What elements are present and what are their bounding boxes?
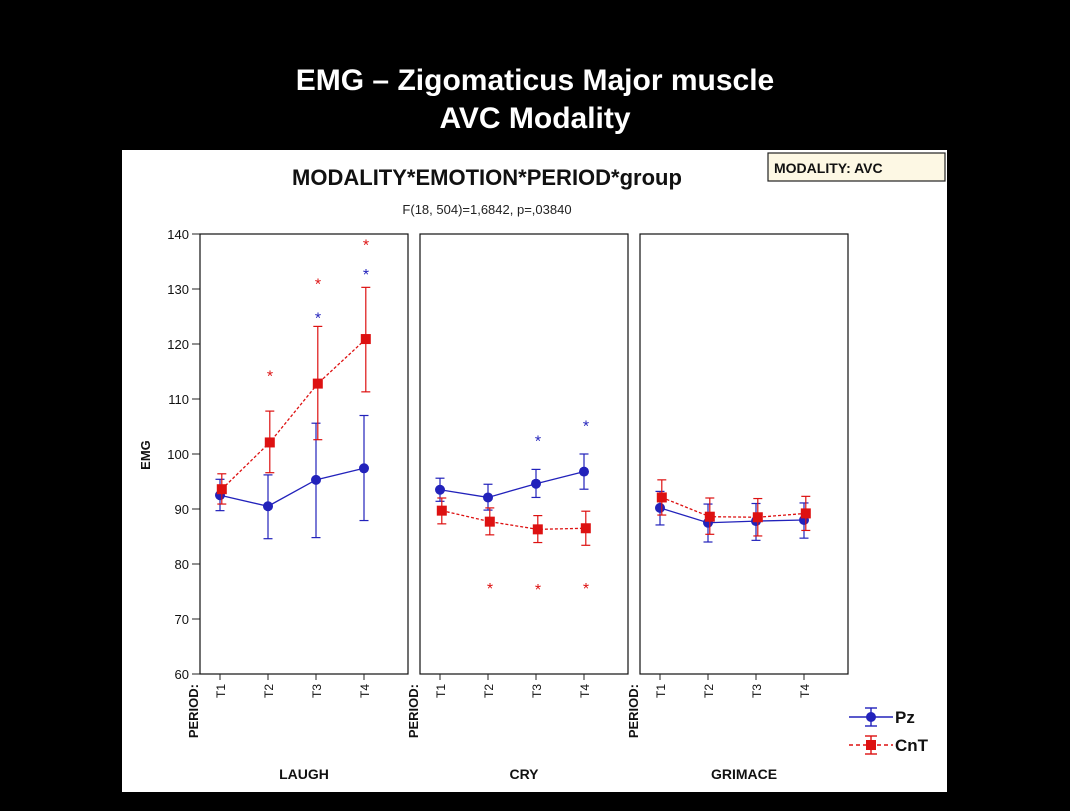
x-axis-prefix: PERIOD: [186, 684, 201, 738]
y-axis-label: EMG [138, 440, 153, 470]
data-point [435, 484, 445, 495]
panel-frame [199, 233, 409, 675]
data-point [579, 466, 589, 477]
y-tick-label: 140 [167, 227, 189, 242]
data-point [800, 508, 811, 519]
significance-star: * [363, 237, 369, 254]
chart-subtitle: F(18, 504)=1,6842, p=,03840 [402, 202, 571, 217]
chart-canvas: MODALITY*EMOTION*PERIOD*group F(18, 504)… [138, 152, 946, 782]
data-point [436, 505, 447, 516]
series-pz [215, 414, 369, 540]
panel-grimace: T1 T2 T3 T4 PERIOD: GRIMACE [626, 233, 849, 782]
series-cnt [436, 497, 591, 546]
y-tick-label: 90 [175, 502, 189, 517]
panel-laugh: T1 T2 T3 T4 PERIOD: LAUGH * * * * * [186, 233, 409, 782]
legend-entry-pz: Pz [849, 707, 915, 727]
data-point [655, 502, 665, 513]
data-point [311, 474, 321, 485]
x-tick-label: T1 [654, 684, 668, 698]
significance-star: * [535, 582, 541, 599]
significance-star: * [583, 581, 589, 598]
significance-star: * [583, 418, 589, 435]
chart-panel: MODALITY*EMOTION*PERIOD*group F(18, 504)… [122, 150, 947, 792]
data-point [312, 378, 323, 389]
legend-label: CnT [895, 736, 929, 755]
data-point [484, 516, 495, 527]
y-tick-label: 110 [168, 392, 189, 407]
legend-marker [866, 740, 876, 750]
data-point [531, 478, 541, 489]
y-axis: 60 70 80 90 100 110 120 130 140 [167, 227, 200, 682]
panel-label: GRIMACE [711, 766, 777, 782]
significance-star: * [487, 581, 493, 598]
y-tick-label: 120 [167, 337, 189, 352]
x-tick-label: T4 [798, 684, 812, 698]
data-point [263, 501, 273, 512]
y-tick-label: 100 [167, 447, 189, 462]
data-point [704, 511, 715, 522]
series-line [659, 507, 805, 524]
series-line [439, 470, 585, 499]
y-tick-label: 80 [175, 557, 189, 572]
significance-star: * [315, 311, 321, 328]
panel-label: LAUGH [279, 766, 329, 782]
data-point [360, 334, 371, 345]
slide-title-line2: AVC Modality [439, 102, 631, 135]
data-point [264, 437, 275, 448]
panel-cry: T1 T2 T3 T4 PERIOD: CRY * * * * * [406, 233, 629, 782]
significance-star: * [363, 267, 369, 284]
filter-box: MODALITY: AVC [767, 152, 946, 182]
panel-label: CRY [509, 766, 539, 782]
x-tick-label: T1 [214, 684, 228, 698]
series-line [441, 510, 586, 531]
legend-marker [866, 712, 876, 722]
x-tick-label: T4 [358, 684, 372, 698]
series-line [661, 496, 806, 518]
legend-label: Pz [895, 708, 915, 727]
y-tick-label: 130 [167, 282, 189, 297]
x-tick-label: T1 [434, 684, 448, 698]
x-axis-prefix: PERIOD: [626, 684, 641, 738]
series-cnt [656, 479, 811, 537]
data-point [580, 523, 591, 534]
x-tick-label: T2 [262, 684, 276, 698]
x-tick-label: T4 [578, 684, 592, 698]
data-point [359, 463, 369, 474]
data-point [532, 524, 543, 535]
panel-frame [639, 233, 849, 675]
data-point [752, 512, 763, 523]
series-cnt [216, 286, 371, 505]
legend-entry-cnt: CnT [849, 735, 929, 755]
legend: Pz CnT [849, 707, 929, 755]
panel-frame [419, 233, 629, 675]
series-line [219, 467, 365, 507]
x-tick-label: T2 [482, 684, 496, 698]
chart-title: MODALITY*EMOTION*PERIOD*group [292, 165, 682, 190]
y-tick-label: 60 [175, 667, 189, 682]
data-point [216, 484, 227, 495]
x-tick-label: T3 [530, 684, 544, 698]
x-tick-label: T3 [750, 684, 764, 698]
data-point [483, 492, 493, 503]
significance-star: * [535, 434, 541, 451]
series-line [221, 338, 367, 490]
plot-panels: T1 T2 T3 T4 PERIOD: LAUGH * * * * * T1 T2 T3 T4 PERIOD:… [186, 233, 849, 782]
x-tick-label: T2 [702, 684, 716, 698]
y-tick-label: 70 [175, 612, 189, 627]
significance-star: * [267, 368, 273, 385]
series-pz [435, 453, 589, 511]
data-point [656, 492, 667, 503]
x-tick-label: T3 [310, 684, 324, 698]
x-axis-prefix: PERIOD: [406, 684, 421, 738]
significance-star: * [315, 276, 321, 293]
filter-label: MODALITY: AVC [774, 160, 883, 176]
slide-title-line1: EMG – Zigomaticus Major muscle [295, 64, 775, 97]
